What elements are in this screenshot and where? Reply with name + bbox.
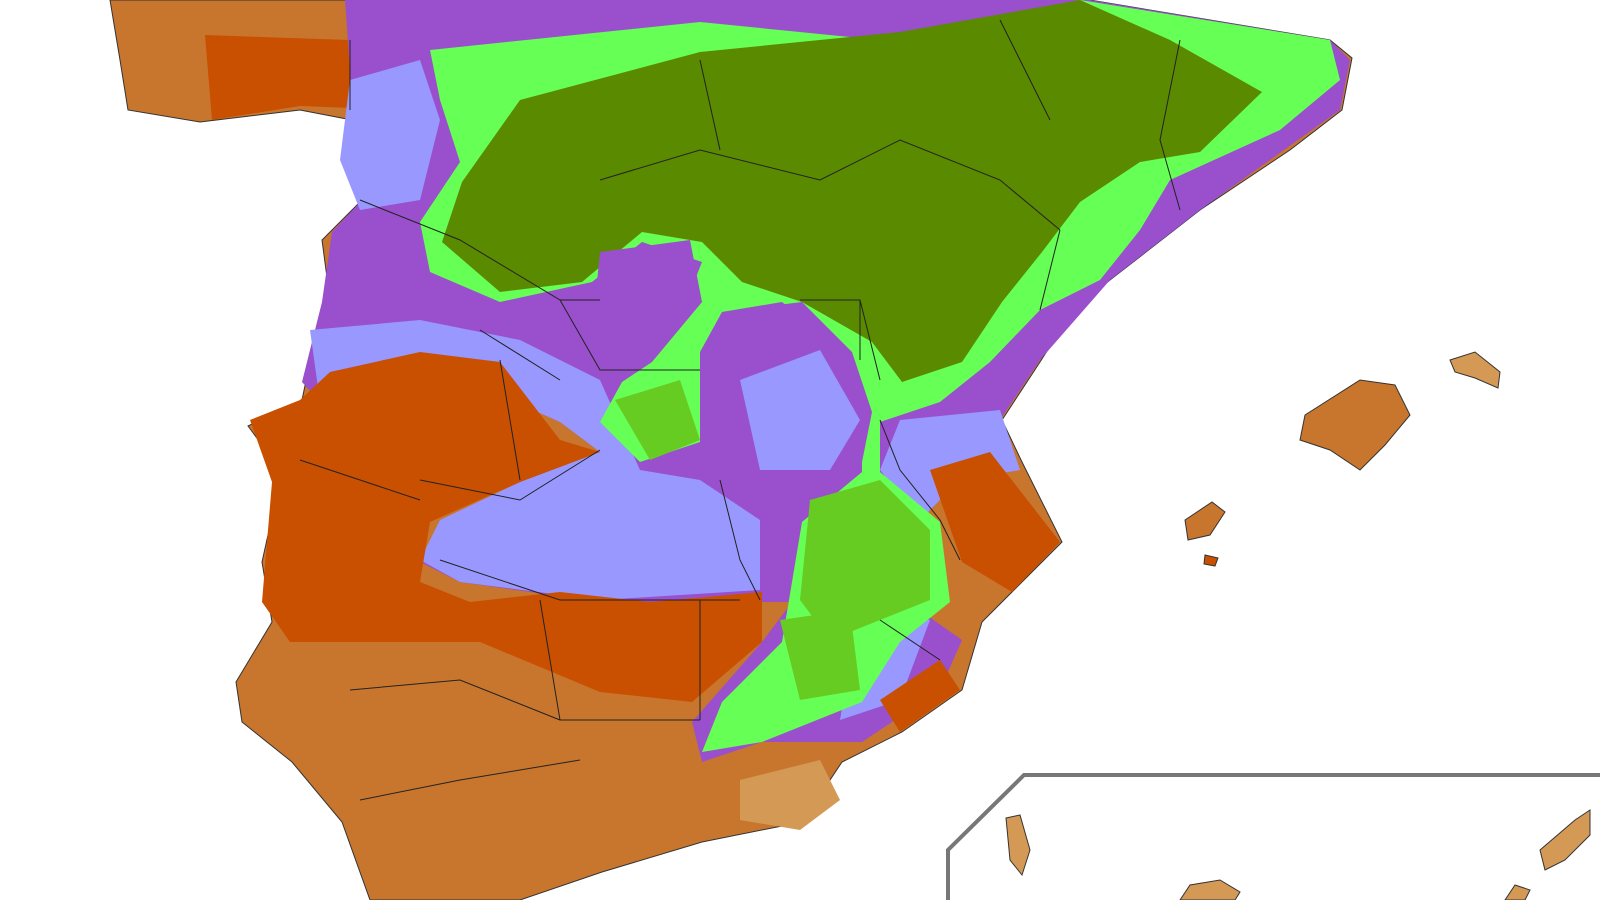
zone-mid-green (800, 480, 930, 640)
zone-warm-galicia (205, 35, 352, 120)
island (1504, 884, 1531, 900)
zone-warm-west (250, 352, 762, 702)
inset-frame (946, 773, 1600, 900)
zone-lavender-inner (740, 350, 860, 470)
zone-purple-inner (592, 240, 702, 382)
borders (299, 19, 1181, 801)
island (1299, 379, 1411, 471)
island (1539, 809, 1591, 871)
island (1184, 501, 1226, 541)
island (1005, 814, 1031, 877)
zone-mid-green (615, 380, 700, 460)
zone-lavender (340, 60, 440, 210)
zone-warm-east (930, 452, 1060, 592)
island (1203, 554, 1219, 567)
island (1449, 351, 1501, 389)
zone-warm-southeast (880, 660, 960, 732)
zone-dark-green (442, 0, 1262, 382)
zone-dry (740, 760, 840, 830)
island (1179, 879, 1241, 900)
zone-mid-green (780, 610, 860, 700)
zone-lavender (310, 320, 760, 600)
